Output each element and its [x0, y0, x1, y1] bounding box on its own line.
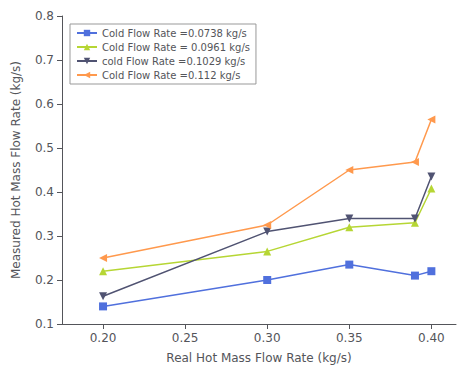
- svg-text:0.1: 0.1: [35, 317, 54, 331]
- svg-text:Cold Flow Rate =0.112 kg/s: Cold Flow Rate =0.112 kg/s: [102, 70, 240, 81]
- svg-text:0.6: 0.6: [35, 97, 54, 111]
- svg-text:0.4: 0.4: [35, 185, 54, 199]
- svg-text:0.8: 0.8: [35, 9, 54, 23]
- svg-text:0.3: 0.3: [35, 229, 54, 243]
- svg-text:Real Hot Mass Flow Rate (kg/s): Real Hot Mass Flow Rate (kg/s): [166, 351, 351, 365]
- svg-text:Cold Flow Rate = 0.0961 kg/s: Cold Flow Rate = 0.0961 kg/s: [102, 42, 250, 53]
- svg-text:0.7: 0.7: [35, 53, 54, 67]
- svg-text:Cold Flow Rate =0.0738 kg/s: Cold Flow Rate =0.0738 kg/s: [102, 28, 247, 39]
- svg-text:Measured Hot Mass Flow Rate (k: Measured Hot Mass Flow Rate (kg/s): [9, 61, 23, 279]
- svg-text:cold Flow Rate =0.1029 kg/s: cold Flow Rate =0.1029 kg/s: [102, 56, 245, 67]
- svg-text:0.20: 0.20: [90, 331, 117, 345]
- svg-text:0.35: 0.35: [336, 331, 363, 345]
- svg-text:0.2: 0.2: [35, 273, 54, 287]
- svg-text:0.30: 0.30: [254, 331, 281, 345]
- svg-text:0.5: 0.5: [35, 141, 54, 155]
- svg-text:0.25: 0.25: [172, 331, 199, 345]
- svg-text:0.40: 0.40: [418, 331, 445, 345]
